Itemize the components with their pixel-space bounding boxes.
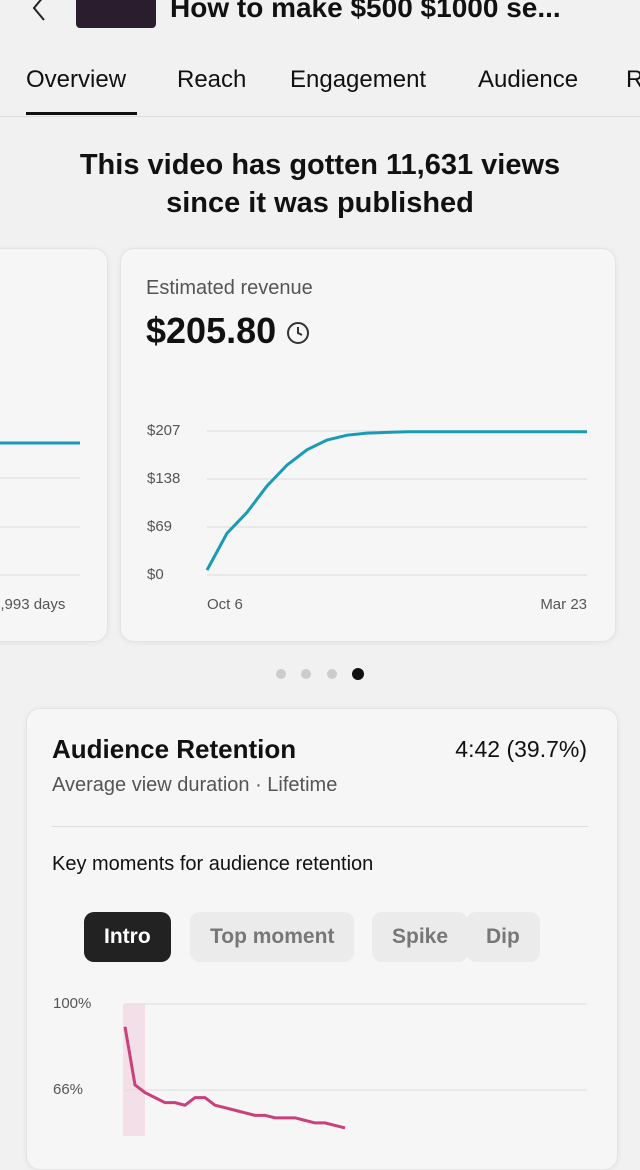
retention-value: 4:42 (39.7%) [455,736,587,762]
chip[interactable]: Spike [372,912,469,962]
key-moments-title: Key moments for audience retention [52,853,374,875]
side-x-label: 1,993 days [0,596,66,613]
back-button[interactable] [24,0,54,24]
revenue-card [120,248,616,642]
retention-subtitle: Average view duration · Lifetime [52,774,338,796]
chip[interactable]: Dip [466,912,540,962]
pager-dot[interactable] [276,669,286,679]
tab[interactable]: Reach [177,66,247,93]
revenue-value: $205.80 [146,310,310,352]
pager-dot[interactable] [327,669,337,679]
chip[interactable]: Intro [84,912,171,962]
divider [52,826,588,827]
tab[interactable]: Engagement [290,66,427,93]
tab[interactable]: Overview [26,66,127,93]
tab[interactable]: Audience [478,66,579,93]
video-title: How to make $500 $1000 se... [170,0,561,23]
pager-dot[interactable] [352,668,364,680]
revenue-label: Estimated revenue [146,277,313,299]
chip[interactable]: Top moment [190,912,355,962]
side-card [0,248,108,642]
back-icon [32,0,45,21]
tab-underline [26,112,137,115]
revenue-amount: $205.80 [146,310,277,351]
tab[interactable]: R [626,66,640,93]
headline: This video has gotten 11,631 views since… [79,149,561,219]
retention-title: Audience Retention [52,734,297,764]
pager-dot[interactable] [301,669,311,679]
clock-icon [287,322,310,345]
tab-divider [0,116,640,117]
thumbnail [76,0,156,28]
